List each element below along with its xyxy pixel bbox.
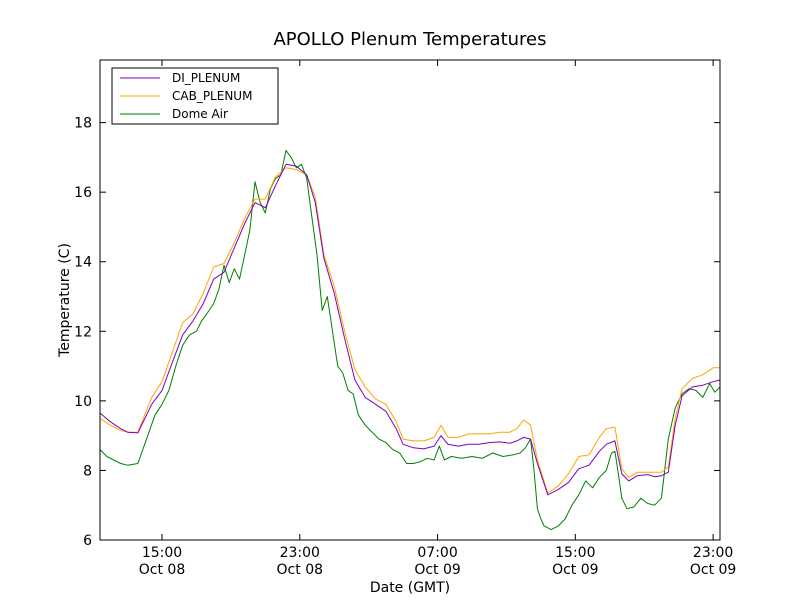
x-tick-label-date: Oct 09 (552, 562, 598, 578)
x-tick-label-date: Oct 08 (277, 562, 323, 578)
y-tick-label: 16 (74, 185, 92, 201)
x-tick-label-date: Oct 09 (414, 562, 460, 578)
x-tick-label-time: 07:00 (417, 545, 457, 561)
x-tick-label-date: Oct 09 (690, 562, 736, 578)
legend-label-cab-plenum: CAB_PLENUM (172, 89, 252, 103)
plot-area-frame (99, 59, 721, 541)
series-line-di-plenum (99, 163, 721, 496)
series-line-cab-plenum (99, 167, 720, 494)
chart-title: APOLLO Plenum Temperatures (273, 29, 546, 50)
series-layer (99, 149, 721, 531)
x-tick-label-time: 15:00 (555, 545, 595, 561)
y-tick-label: 18 (74, 116, 92, 132)
x-axis-label: Date (GMT) (370, 580, 450, 596)
x-tick-label-date: Oct 08 (139, 562, 185, 578)
y-axis-label: Temperature (C) (57, 243, 73, 358)
legend-label-dome-air: Dome Air (172, 107, 228, 121)
x-tick-label-time: 23:00 (693, 545, 733, 561)
y-tick-label: 8 (83, 463, 92, 479)
y-tick-label: 14 (74, 255, 92, 271)
legend: DI_PLENUM CAB_PLENUM Dome Air (111, 67, 279, 125)
x-tick-label-time: 15:00 (142, 545, 182, 561)
series-line-dome-air (99, 149, 721, 531)
legend-label-di-plenum: DI_PLENUM (172, 71, 240, 85)
y-tick-label: 12 (74, 324, 92, 340)
y-tick-label: 10 (74, 394, 92, 410)
y-tick-label: 6 (83, 533, 92, 549)
x-tick-label-time: 23:00 (280, 545, 320, 561)
